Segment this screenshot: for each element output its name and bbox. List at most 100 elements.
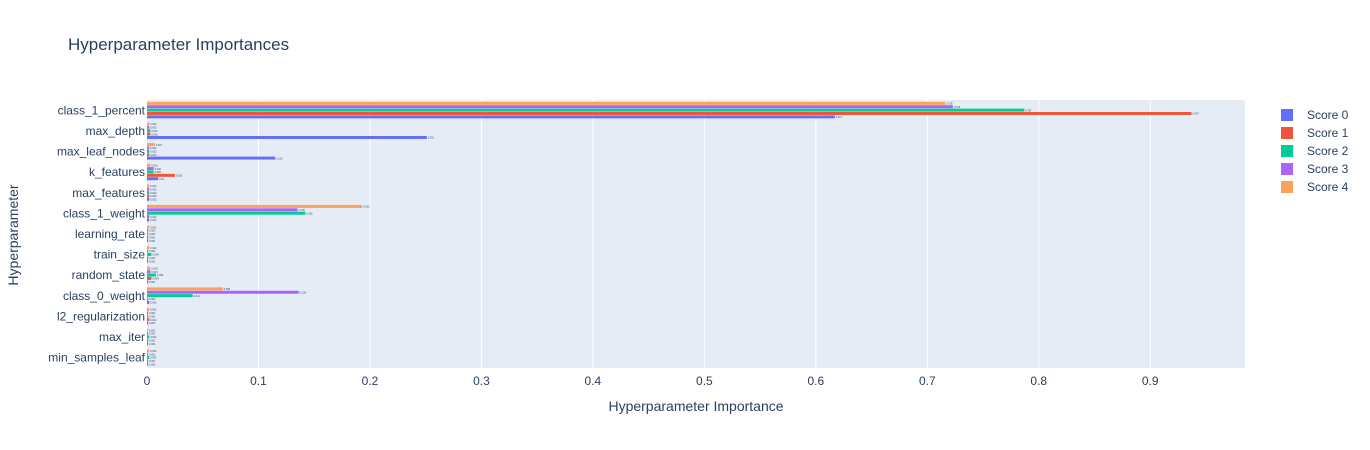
- y-tick-label: max_features: [72, 186, 145, 200]
- y-tick-label: train_size: [94, 248, 146, 262]
- bar-value-label: 0.001: [149, 360, 156, 363]
- y-tick-label: class_0_weight: [63, 289, 146, 303]
- bar-score-1: [147, 359, 149, 363]
- bar-value-label: 0.001: [149, 363, 156, 366]
- y-tick-label: learning_rate: [75, 227, 145, 241]
- x-tick-label: 0.7: [919, 374, 936, 388]
- bar-value-label: 0.002: [150, 185, 157, 188]
- bar-score-2: [147, 191, 150, 195]
- bar-value-label: 0.002: [150, 226, 157, 229]
- bar-score-3: [147, 146, 150, 150]
- bar-score-1: [147, 173, 175, 177]
- bar-value-label: 0.193: [363, 206, 370, 209]
- x-tick-label: 0.2: [362, 374, 379, 388]
- bar-score-0: [147, 115, 835, 119]
- bar-score-1: [147, 318, 150, 322]
- bar-score-1: [147, 276, 152, 280]
- bar-score-0: [147, 156, 276, 160]
- bar-score-1: [147, 111, 1192, 115]
- legend-swatch: [1281, 163, 1293, 175]
- bar-value-label: 0.006: [155, 171, 162, 174]
- legend: Score 0 Score 1 Score 2 Score 3 Score 4: [1281, 108, 1349, 194]
- bar-value-label: 0.002: [150, 151, 157, 154]
- y-axis-title: Hyperparameter: [5, 184, 21, 285]
- x-tick-label: 0: [144, 374, 151, 388]
- bar-value-label: 0.002: [150, 216, 157, 219]
- bar-value-label: 0.002: [150, 219, 157, 222]
- bar-value-label: 0.251: [428, 137, 435, 140]
- y-tick-label: max_depth: [86, 124, 145, 138]
- bar-value-label: 0.003: [151, 164, 158, 167]
- bar-score-4: [147, 122, 150, 126]
- bar-score-0: [147, 177, 159, 181]
- bar-value-label: 0.142: [306, 212, 313, 215]
- bar-score-2: [147, 129, 151, 133]
- y-tick-label: max_leaf_nodes: [57, 145, 145, 159]
- bar-value-label: 0.001: [149, 233, 156, 236]
- x-tick-label: 0.6: [807, 374, 824, 388]
- y-tick-label: random_state: [72, 268, 146, 282]
- bar-value-label: 0.937: [1192, 113, 1199, 116]
- bar-score-4: [147, 225, 150, 229]
- x-tick-label: 0.5: [696, 374, 713, 388]
- bar-score-2: [147, 170, 154, 174]
- legend-swatch: [1281, 181, 1293, 193]
- bar-score-3: [147, 208, 298, 212]
- bar-score-0: [147, 300, 150, 304]
- plot-background: [147, 100, 1245, 368]
- bar-value-label: 0.002: [150, 147, 157, 150]
- bar-score-1: [147, 194, 150, 198]
- bar-score-0: [147, 218, 150, 222]
- bar-value-label: 0.716: [946, 103, 953, 106]
- bar-value-label: 0.001: [149, 281, 156, 284]
- legend-entry-label: Score 3: [1307, 162, 1349, 176]
- bar-value-label: 0.001: [149, 257, 156, 260]
- bar-value-label: 0.135: [298, 209, 305, 212]
- x-tick-labels: 0 0.1 0.2 0.3 0.4 0.5 0.6 0.7 0.8 0.9: [144, 374, 1159, 388]
- bar-value-label: 0.004: [152, 254, 159, 257]
- bar-score-2: [147, 356, 150, 359]
- bar-score-4: [147, 163, 151, 167]
- y-tick-label: class_1_weight: [63, 206, 146, 220]
- bar-value-label: 0.007: [156, 144, 163, 147]
- bar-score-2: [147, 211, 306, 215]
- bar-score-3: [147, 187, 150, 191]
- bar-value-label: 0.001: [149, 333, 156, 336]
- bar-value-label: 0.001: [149, 298, 156, 301]
- x-tick-label: 0.8: [1030, 374, 1047, 388]
- x-tick-label: 0.9: [1142, 374, 1159, 388]
- bar-score-0: [147, 259, 149, 263]
- bar-value-label: 0.001: [149, 343, 156, 346]
- bar-score-3: [147, 311, 149, 315]
- bar-value-label: 0.002: [150, 188, 157, 191]
- bar-score-1: [147, 132, 151, 136]
- y-tick-label: max_iter: [99, 330, 145, 344]
- bar-score-4: [147, 287, 223, 291]
- bar-score-1: [147, 338, 149, 342]
- bar-value-label: 0.723: [954, 106, 961, 109]
- legend-swatch: [1281, 127, 1293, 139]
- legend-entry-label: Score 1: [1307, 126, 1349, 140]
- bar-score-1: [147, 215, 150, 219]
- bar-value-label: 0.002: [150, 127, 157, 130]
- bar-value-label: 0.004: [152, 278, 159, 281]
- bar-value-label: 0.003: [151, 133, 158, 136]
- bar-score-4: [147, 308, 150, 311]
- bar-value-label: 0.01: [159, 178, 164, 181]
- bar-value-label: 0.001: [149, 240, 156, 243]
- bar-score-4: [147, 328, 149, 332]
- legend-swatch: [1281, 145, 1293, 157]
- bar-score-4: [147, 204, 363, 208]
- bar-value-label: 0.002: [150, 195, 157, 198]
- bar-value-label: 0.002: [150, 154, 157, 157]
- bar-score-4: [147, 143, 155, 147]
- bar-value-label: 0.003: [151, 130, 158, 133]
- bar-score-4: [147, 246, 150, 250]
- bar-value-label: 0.002: [150, 192, 157, 195]
- bar-value-label: 0.041: [194, 295, 201, 298]
- bar-score-3: [147, 125, 150, 129]
- bar-score-0: [147, 362, 149, 366]
- bar-value-label: 0.001: [149, 230, 156, 233]
- bar-score-4: [147, 349, 150, 353]
